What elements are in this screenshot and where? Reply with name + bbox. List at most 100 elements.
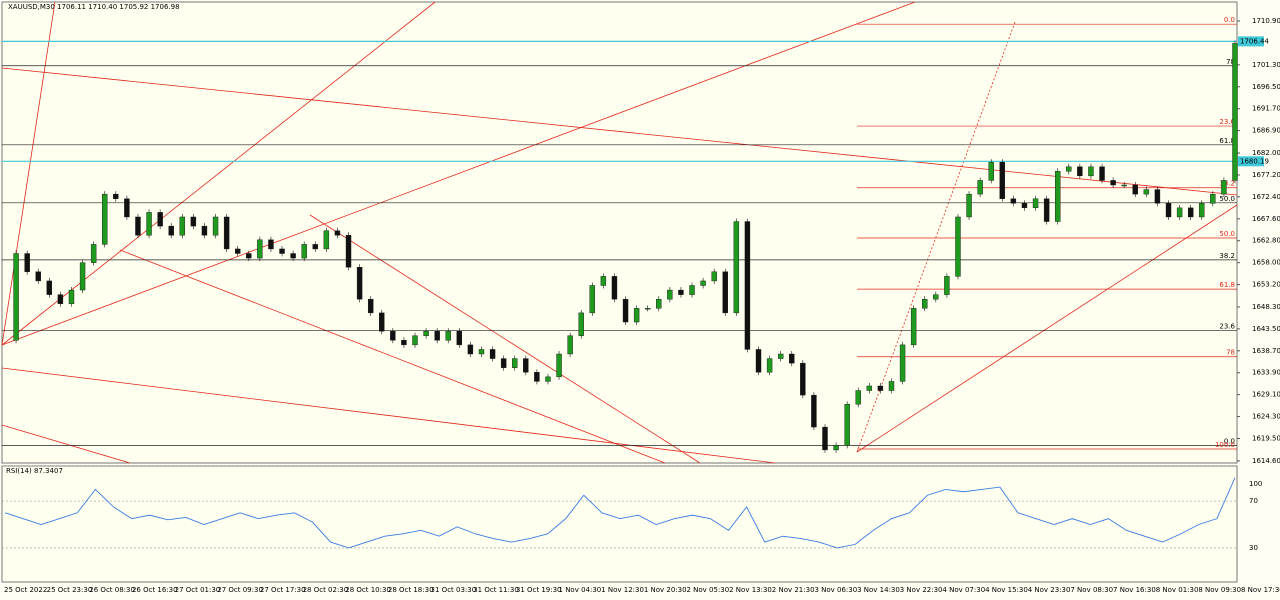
- candle: [700, 280, 706, 286]
- candle: [334, 230, 341, 236]
- dynamic-layer: 1710.90 1701.30 1696.50 1691.70 1686.90 1682.…: [2, 16, 1280, 594]
- fib-label: 78: [1226, 349, 1235, 357]
- candle: [456, 330, 463, 346]
- candle: [567, 335, 573, 355]
- candle: [977, 180, 983, 195]
- y-tick-label: 1686.90: [1252, 127, 1280, 135]
- candle: [268, 239, 274, 250]
- candle: [667, 289, 673, 300]
- candle: [910, 308, 917, 346]
- candle: [212, 216, 219, 236]
- candle: [235, 248, 241, 254]
- candle: [611, 276, 618, 300]
- time-label: 7 Nov 08:30: [1070, 586, 1113, 594]
- time-label: 3 Nov 14:30: [857, 586, 900, 594]
- time-label: 31 Oct 03:30: [431, 586, 477, 594]
- candle: [1165, 203, 1172, 218]
- candle: [323, 230, 330, 250]
- time-label: 2 Nov 13:30: [729, 586, 772, 594]
- candle: [345, 235, 352, 268]
- candle: [866, 385, 873, 391]
- y-tick-label: 1648.30: [1252, 303, 1280, 311]
- candle: [556, 353, 562, 378]
- candle: [246, 253, 252, 259]
- candle: [190, 216, 197, 227]
- candle: [1077, 166, 1083, 177]
- rsi-tick-label: 30: [1249, 544, 1258, 552]
- time-label: 1 Nov 04:30: [559, 586, 602, 594]
- y-tick-label: 1677.20: [1252, 171, 1280, 179]
- y-tick-label: 1701.30: [1252, 61, 1280, 69]
- time-label: 3 Nov 22:30: [900, 586, 943, 594]
- candle: [445, 330, 451, 341]
- fib-label: 38.2: [1219, 180, 1235, 188]
- candle: [1010, 198, 1017, 204]
- rsi-tick-label: 100: [1249, 480, 1262, 488]
- candle: [257, 239, 263, 259]
- y-tick-label: 1696.50: [1252, 83, 1280, 91]
- candle: [844, 404, 850, 446]
- candle: [1121, 184, 1127, 187]
- y-tick-label: 1662.80: [1252, 237, 1280, 245]
- candle: [899, 344, 906, 382]
- y-tick-label: 1710.90: [1252, 17, 1280, 25]
- time-label: 28 Oct 10:30: [345, 586, 391, 594]
- candle: [1143, 189, 1150, 195]
- candle: [401, 340, 407, 346]
- time-label: 25 Oct 2022: [4, 586, 47, 594]
- y-tick-label: 1633.90: [1252, 369, 1280, 377]
- candle: [301, 244, 307, 259]
- candle: [1187, 207, 1194, 218]
- candle: [1176, 207, 1183, 218]
- time-label: 26 Oct 08:30: [89, 586, 135, 594]
- candle: [35, 271, 41, 282]
- fib-label: 23.6: [1219, 323, 1235, 331]
- candle: [833, 445, 839, 451]
- time-label: 2 Nov 05:30: [686, 586, 729, 594]
- rsi-panel: [1, 465, 1238, 583]
- candle: [877, 385, 884, 391]
- candle: [678, 289, 684, 295]
- y-tick-label: 1682.00: [1252, 149, 1280, 157]
- candle: [633, 308, 640, 323]
- candle: [645, 308, 651, 310]
- candle: [1066, 166, 1072, 172]
- time-label: 8 Nov 17:30: [1241, 586, 1280, 594]
- fib-label: 100.0: [1215, 441, 1235, 449]
- candle: [1132, 184, 1138, 195]
- candle: [955, 216, 961, 277]
- fib-label: 61.8: [1219, 281, 1235, 289]
- candle: [722, 271, 728, 314]
- candle: [223, 216, 230, 250]
- y-tick-label: 1643.50: [1252, 325, 1280, 333]
- time-label: 8 Nov 01:30: [1156, 586, 1199, 594]
- y-tick-label: 1614.60: [1252, 457, 1280, 465]
- candle: [711, 271, 717, 282]
- time-label: 1 Nov 12:30: [601, 586, 644, 594]
- y-tick-label: 1658.00: [1252, 259, 1280, 267]
- candle: [1099, 166, 1105, 181]
- candle: [312, 244, 318, 250]
- candle: [367, 298, 374, 314]
- fib-label: 50.0: [1219, 230, 1235, 238]
- price-tag-label: 1680.19: [1240, 157, 1269, 165]
- candle: [766, 358, 773, 373]
- candle: [113, 193, 119, 199]
- price-tag: [1238, 36, 1264, 47]
- candle: [944, 276, 950, 295]
- candle: [922, 298, 928, 309]
- candle: [1199, 203, 1205, 218]
- candle: [68, 289, 75, 304]
- fib-label: 23.6: [1219, 118, 1235, 126]
- candle: [201, 225, 208, 236]
- time-label: 4 Nov 07:30: [942, 586, 985, 594]
- price-tag: [1238, 156, 1264, 167]
- time-label: 31 Oct 19:30: [516, 586, 562, 594]
- candle: [157, 212, 163, 227]
- candle: [412, 335, 418, 346]
- candle: [622, 298, 629, 323]
- time-label: 25 Oct 23:30: [47, 586, 93, 594]
- fib-label: 61.8: [1219, 137, 1235, 145]
- symbol-info: XAUUSD,M30 1706.11 1710.40 1705.92 1706.…: [8, 3, 180, 11]
